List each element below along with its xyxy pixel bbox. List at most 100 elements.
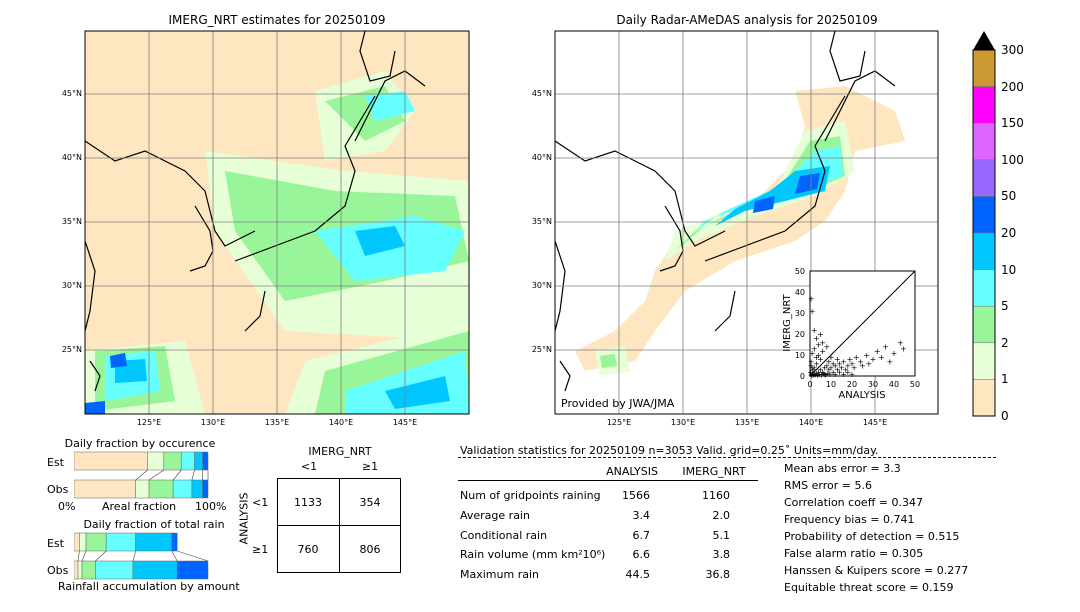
- scatter-point: +: [826, 357, 833, 366]
- bar-segment-obs: [77, 560, 83, 580]
- left-lat-30: 30°N: [61, 281, 82, 290]
- scatter-point: +: [811, 345, 818, 354]
- bar-segment-est: [135, 532, 173, 552]
- score-bias: Frequency bias = 0.741: [784, 513, 915, 526]
- contingency-row-lt: <1: [252, 496, 269, 509]
- score-ets: Equitable threat score = 0.159: [784, 581, 954, 594]
- right-precip-extreme: [753, 173, 820, 213]
- scatter-point: +: [814, 371, 821, 380]
- score-hk: Hanssen & Kuipers score = 0.277: [784, 564, 969, 577]
- cb-label-5: 5: [1001, 299, 1009, 313]
- bar-segment-est: [194, 451, 203, 471]
- bar-segment-est: [147, 451, 165, 471]
- scatter-x-ticks: 0 10 20 30 40 50: [807, 380, 920, 389]
- right-lon-135: 135°E: [734, 418, 760, 427]
- right-lon-130: 130°E: [670, 418, 696, 427]
- stats-col-analysis: ANALYSIS: [606, 465, 658, 478]
- left-lon-125: 125°E: [136, 418, 162, 427]
- scatter-point: +: [807, 368, 814, 377]
- bar-connector: [177, 550, 209, 562]
- scatter-point: +: [809, 307, 816, 316]
- scatter-point: +: [810, 371, 817, 380]
- accumulation-bars: [74, 532, 209, 580]
- left-gridlines: [85, 31, 469, 414]
- stats-row-imerg: 5.1: [712, 529, 731, 542]
- scatter-point: +: [900, 345, 907, 354]
- colorbar-labels: 300 200 150 100 50 20 10 5 2 1 0: [1001, 43, 1024, 423]
- right-lat-45: 45°N: [531, 89, 552, 98]
- scatter-point: +: [808, 370, 815, 379]
- scatter-point: +: [823, 343, 830, 352]
- scatter-point: +: [826, 366, 833, 375]
- cb-label-2: 2: [1001, 336, 1009, 350]
- scatter-point: +: [821, 364, 828, 373]
- occurrence-axis-left: 0%: [58, 500, 76, 513]
- stats-row-imerg: 1160: [702, 489, 730, 502]
- colorbar-segment: [972, 232, 996, 270]
- bar-segment-obs: [74, 479, 136, 499]
- stats-row-imerg: 3.8: [712, 548, 731, 561]
- scatter-point: +: [832, 370, 839, 379]
- scatter-point: +: [824, 369, 831, 378]
- scatter-ylabel: IMERG_NRT: [782, 293, 793, 351]
- score-far: False alarm ratio = 0.305: [784, 547, 924, 560]
- right-lat-35: 35°N: [531, 217, 552, 226]
- colorbar-segment: [972, 269, 996, 307]
- stats-row-label: Average rain: [460, 509, 530, 522]
- colorbar: 300 200 150 100 50 20 10 5 2 1 0: [972, 31, 1024, 423]
- scatter-point: +: [840, 357, 847, 366]
- scatter-point: +: [808, 295, 815, 304]
- contingency-row-ge: ≥1: [252, 543, 269, 556]
- contingency-grid: [277, 478, 401, 573]
- colorbar-segment: [972, 196, 996, 234]
- contingency-a: 1133: [294, 496, 322, 509]
- cb-label-150: 150: [1001, 116, 1024, 130]
- cb-label-200: 200: [1001, 80, 1024, 94]
- cb-label-100: 100: [1001, 153, 1024, 167]
- cb-label-20: 20: [1001, 226, 1016, 240]
- occurrence-row-obs: Obs: [47, 483, 69, 496]
- scatter-x-tick-10: 10: [826, 380, 836, 389]
- left-lat-35: 35°N: [61, 217, 82, 226]
- stats-row-analysis: 6.6: [632, 548, 651, 561]
- scatter-point: +: [815, 341, 822, 350]
- cb-label-0: 0: [1001, 409, 1009, 423]
- scatter-point: +: [865, 359, 872, 368]
- scatter-point: +: [849, 370, 856, 379]
- scatter-point: +: [813, 369, 820, 378]
- bar-segment-obs: [135, 479, 150, 499]
- scatter-point: +: [897, 338, 904, 347]
- score-rmse: RMS error = 5.6: [784, 479, 872, 492]
- bar-segment-est: [180, 451, 195, 471]
- right-lon-145: 145°E: [862, 418, 888, 427]
- bar-segment-est: [105, 532, 136, 552]
- occurrence-row-est: Est: [47, 456, 64, 469]
- cb-label-10: 10: [1001, 263, 1016, 277]
- scatter-point: +: [817, 330, 824, 339]
- contingency-side-label: ANALYSIS: [237, 492, 251, 545]
- scatter-point: +: [836, 368, 843, 377]
- scatter-y-tick-30: 30: [795, 309, 805, 318]
- left-lat-25: 25°N: [61, 345, 82, 354]
- scatter-y-ticks: 0 10 20 30 40 50: [795, 267, 805, 381]
- scatter-point: +: [882, 343, 889, 352]
- scatter-point: +: [859, 362, 866, 371]
- colorbar-segment: [972, 342, 996, 380]
- scatter-point: +: [811, 364, 818, 373]
- scatter-point: +: [874, 347, 881, 356]
- bar-segment-obs: [191, 479, 203, 499]
- bar-segment-obs: [95, 560, 134, 580]
- right-lat-25: 25°N: [531, 345, 552, 354]
- stats-header-rule: [458, 457, 996, 458]
- stats-row-analysis: 44.5: [625, 568, 651, 581]
- right-lon-125: 125°E: [606, 418, 632, 427]
- scatter-xlabel: ANALYSIS: [838, 390, 885, 401]
- scatter-point: +: [810, 366, 817, 375]
- accumulation-row-obs: Obs: [47, 564, 69, 577]
- stats-row-imerg: 36.8: [705, 568, 731, 581]
- bar-segment-est: [171, 532, 178, 552]
- colorbar-segment: [972, 49, 996, 87]
- scatter-point: +: [830, 368, 837, 377]
- scatter-point: +: [808, 357, 815, 366]
- bar-segment-obs: [148, 479, 174, 499]
